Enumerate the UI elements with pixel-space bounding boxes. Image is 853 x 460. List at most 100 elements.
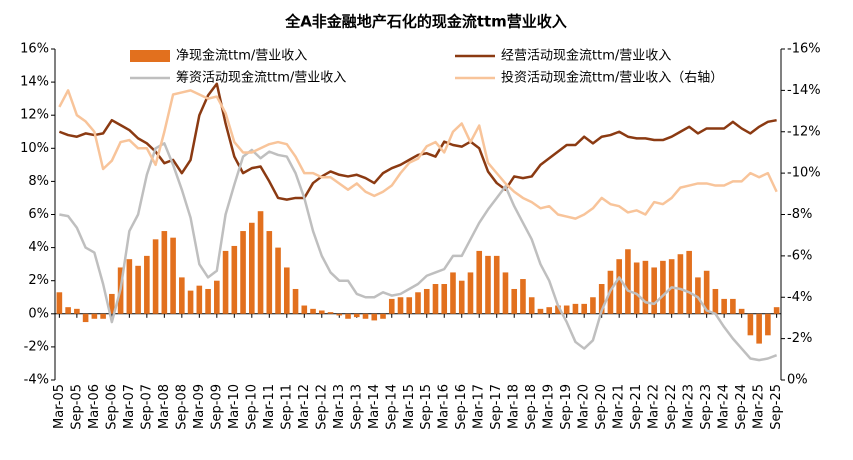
bar bbox=[100, 313, 106, 319]
bar bbox=[371, 313, 378, 321]
bar bbox=[179, 277, 185, 314]
line bbox=[58, 89, 778, 220]
bar bbox=[721, 298, 727, 314]
y-tick-label: 6% bbox=[28, 207, 49, 222]
bar bbox=[406, 297, 413, 314]
x-tick-label: Mar-15 bbox=[402, 384, 417, 429]
bar bbox=[415, 292, 421, 314]
y2-tick-label: -16% bbox=[787, 42, 821, 57]
bar bbox=[214, 280, 220, 314]
bar bbox=[380, 313, 386, 319]
bar bbox=[56, 292, 63, 314]
y-tick-label: 16% bbox=[20, 42, 49, 57]
x-tick-label: Sep-12 bbox=[314, 384, 329, 430]
bar bbox=[695, 277, 701, 314]
legend-swatch bbox=[130, 50, 170, 62]
x-tick-label: Mar-25 bbox=[752, 384, 767, 429]
x-tick-label: Sep-15 bbox=[419, 384, 434, 430]
bar bbox=[231, 245, 238, 314]
bar bbox=[126, 259, 133, 314]
bar bbox=[362, 313, 369, 319]
bar bbox=[581, 303, 587, 314]
legend-label: 经营活动现金流ttm/营业收入 bbox=[501, 48, 671, 64]
bar bbox=[703, 270, 710, 314]
y2-tick-label: -8% bbox=[787, 207, 812, 222]
bar bbox=[476, 250, 483, 314]
x-tick-label: Mar-08 bbox=[157, 384, 172, 429]
bar bbox=[353, 313, 360, 318]
bar bbox=[756, 313, 762, 344]
bar bbox=[205, 288, 211, 314]
bar bbox=[266, 231, 273, 314]
bar bbox=[633, 262, 640, 314]
bar bbox=[546, 307, 553, 314]
x-tick-label: Sep-13 bbox=[349, 384, 364, 430]
bar bbox=[590, 297, 596, 314]
bar bbox=[222, 250, 229, 314]
bar bbox=[74, 308, 80, 314]
bar bbox=[249, 222, 255, 314]
bar bbox=[493, 255, 500, 314]
bar bbox=[686, 250, 692, 314]
y2-tick-label: -14% bbox=[787, 83, 821, 98]
bar bbox=[161, 231, 168, 314]
bar bbox=[91, 313, 98, 319]
bar bbox=[397, 297, 404, 314]
x-tick-label: Sep-07 bbox=[139, 384, 154, 430]
y2-tick-label: -10% bbox=[787, 166, 821, 181]
y2-tick-label: 0% bbox=[787, 373, 808, 388]
bar bbox=[677, 254, 684, 314]
y-tick-label: 12% bbox=[20, 108, 49, 123]
y-tick-label: 2% bbox=[28, 273, 49, 288]
x-tick-label: Mar-07 bbox=[122, 384, 137, 429]
bar bbox=[616, 259, 622, 314]
bar bbox=[283, 267, 290, 314]
y2-tick-label: -4% bbox=[787, 290, 812, 305]
bar bbox=[82, 313, 89, 323]
bar bbox=[152, 239, 159, 314]
bar bbox=[660, 260, 666, 314]
y-tick-label: -2% bbox=[24, 339, 49, 354]
bar bbox=[196, 285, 203, 314]
bar bbox=[240, 231, 246, 314]
bar bbox=[170, 237, 176, 314]
x-tick-label: Sep-20 bbox=[594, 384, 609, 430]
bar bbox=[485, 255, 491, 314]
bar bbox=[257, 211, 264, 314]
bar bbox=[441, 284, 448, 314]
x-tick-label: Sep-17 bbox=[489, 384, 504, 430]
bar bbox=[572, 303, 579, 314]
x-tick-label: Sep-08 bbox=[174, 384, 189, 430]
legend-label: 投资活动现金流ttm/营业收入（右轴） bbox=[501, 70, 723, 86]
x-tick-label: Sep-05 bbox=[69, 384, 84, 430]
bar bbox=[747, 313, 754, 336]
chart-title: 全A非金融地产石化的现金流ttm营业收入 bbox=[284, 13, 567, 31]
bar bbox=[450, 272, 456, 314]
bar bbox=[712, 288, 719, 314]
bar bbox=[336, 313, 343, 316]
x-tick-label: Mar-24 bbox=[717, 384, 732, 429]
bar bbox=[432, 284, 439, 314]
x-tick-label: Sep-06 bbox=[104, 384, 119, 430]
bar bbox=[502, 272, 509, 314]
x-tick-label: Mar-22 bbox=[647, 384, 662, 429]
bar bbox=[537, 308, 544, 314]
bar bbox=[292, 288, 299, 314]
bar bbox=[65, 307, 71, 314]
bar bbox=[345, 313, 351, 319]
x-tick-label: Sep-16 bbox=[454, 384, 469, 430]
x-tick-label: Sep-23 bbox=[699, 384, 714, 430]
bar bbox=[625, 249, 631, 314]
bar bbox=[765, 313, 771, 336]
x-tick-label: Sep-10 bbox=[244, 384, 259, 430]
bar bbox=[598, 284, 605, 314]
x-tick-label: Mar-09 bbox=[192, 384, 207, 429]
bar bbox=[528, 297, 535, 314]
bar bbox=[773, 307, 780, 314]
bar bbox=[388, 298, 395, 314]
y-tick-label: 4% bbox=[28, 240, 49, 255]
bar bbox=[301, 305, 308, 314]
legend-label: 筹资活动现金流ttm/营业收入 bbox=[176, 70, 346, 86]
x-tick-label: Mar-12 bbox=[297, 384, 312, 429]
